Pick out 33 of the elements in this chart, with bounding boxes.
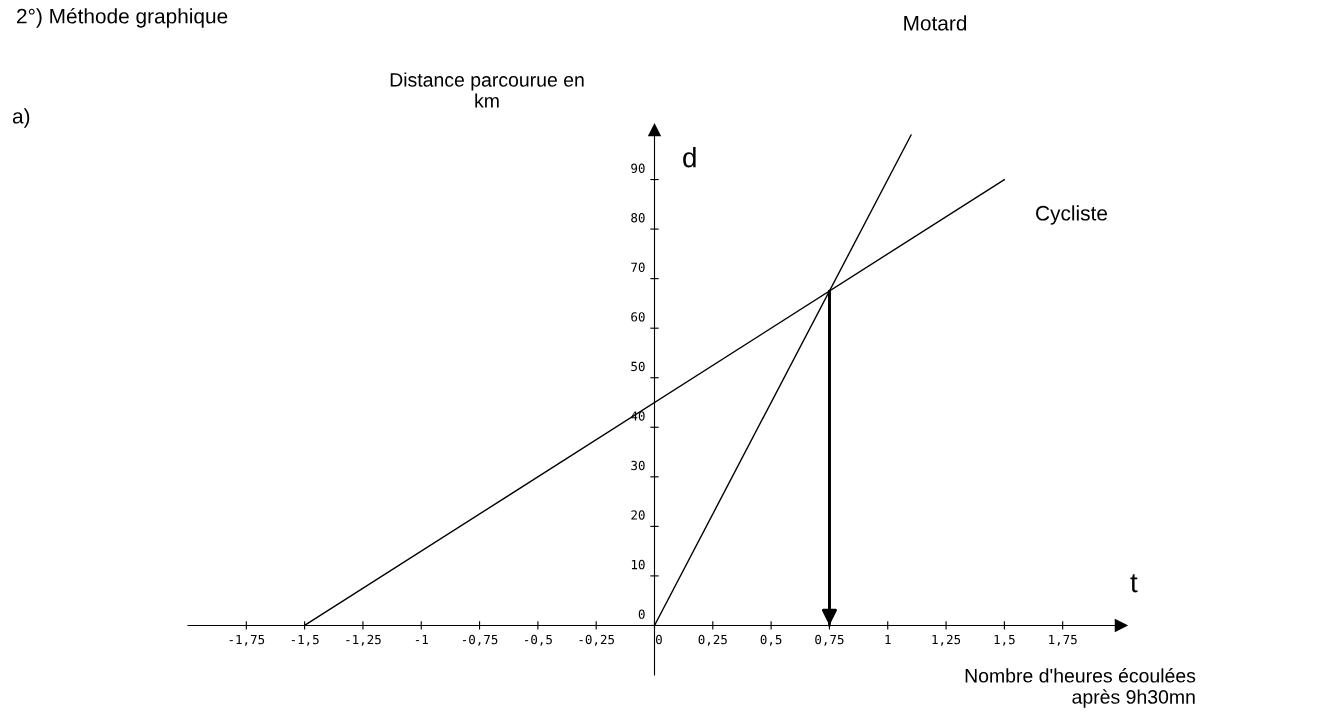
x-tick-label: -0,75 (462, 634, 498, 646)
x-tick-label: -1,75 (229, 634, 265, 646)
text: a) (12, 108, 30, 128)
series-label: Cycliste (1036, 205, 1107, 225)
y-tick-label: 70 (631, 262, 645, 273)
x-tick-label: 0,75 (815, 634, 844, 646)
text: t (1130, 574, 1138, 593)
y-tick-label: 50 (631, 361, 645, 372)
chart-title: 2°) Méthode graphique (17, 8, 228, 28)
x-tick-label: 1 (885, 634, 891, 645)
y-tick-label: 20 (631, 510, 645, 520)
y-tick-label: 0 (638, 609, 645, 619)
x-tick-label: 1,25 (932, 634, 961, 646)
y-tick-label: 80 (631, 213, 645, 223)
x-tick-label: 0,5 (760, 634, 782, 646)
y-tick-label: 40 (631, 411, 645, 421)
x-tick-label: 1,75 (1049, 634, 1077, 646)
text: Motard (904, 15, 967, 31)
x-tick-label: 1,5 (994, 634, 1015, 646)
y-tick-label: 90 (631, 163, 645, 173)
y-tick-label: 60 (631, 312, 645, 322)
x-tick-label: -0,25 (579, 634, 614, 646)
x-tick-label: -1,25 (346, 634, 381, 646)
x-axis-title: Nombre d'heures écoulées après 9h30mn (965, 668, 1196, 708)
y-tick-label: 10 (631, 559, 645, 570)
x-tick-label: 0 (656, 634, 662, 645)
y-tick-label: 30 (631, 460, 645, 471)
x-tick-label: -1,5 (291, 634, 319, 646)
x-tick-label: 0,25 (698, 634, 727, 646)
x-tick-label: -1 (415, 634, 428, 645)
annotation: d (683, 147, 696, 168)
x-tick-label: -0,5 (525, 634, 552, 646)
y-axis-title: Distance parcourue en km (390, 72, 584, 108)
